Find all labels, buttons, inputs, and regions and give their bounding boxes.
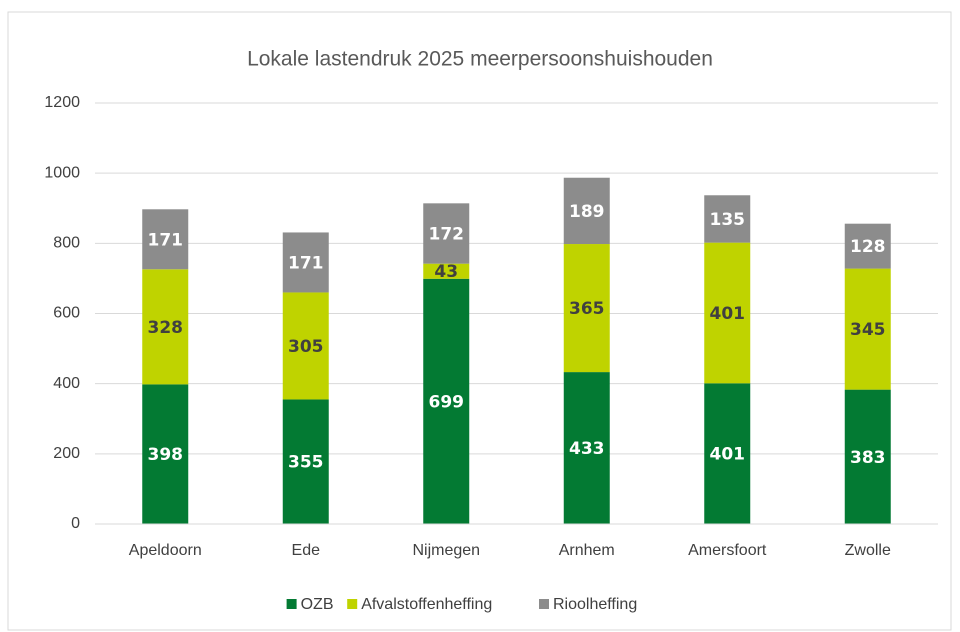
bar-segment	[423, 203, 470, 264]
bar-segment	[844, 389, 891, 524]
data-label: 171	[148, 230, 184, 250]
bar-segment	[142, 269, 189, 385]
data-label: 383	[850, 448, 886, 468]
data-label: 355	[288, 453, 324, 473]
legend-label: Afvalstoffenheffing	[361, 596, 492, 613]
x-tick-label: Ede	[292, 542, 321, 559]
y-tick-label: 1200	[44, 94, 80, 111]
data-label: 128	[850, 237, 886, 257]
data-label: 401	[710, 445, 746, 465]
bar-segment	[282, 292, 329, 400]
data-label: 433	[569, 439, 605, 459]
data-label: 305	[288, 337, 324, 357]
data-label: 328	[148, 318, 184, 338]
data-label: 398	[148, 445, 184, 465]
y-tick-label: 400	[53, 375, 80, 392]
data-label: 345	[850, 320, 886, 340]
y-tick-label: 0	[71, 515, 80, 532]
bar-segment	[704, 383, 751, 524]
bar-segment	[563, 372, 610, 524]
chart-title: Lokale lastendruk 2025 meerpersoonshuish…	[247, 48, 713, 71]
data-label: 135	[710, 210, 746, 230]
y-tick-label: 200	[53, 445, 80, 462]
data-label: 172	[429, 225, 465, 245]
data-label: 365	[569, 299, 605, 319]
y-tick-label: 1000	[44, 164, 80, 181]
bar-segment	[282, 399, 329, 524]
bar-segment	[423, 263, 470, 279]
legend-swatch	[286, 599, 297, 609]
bar-segment	[563, 244, 610, 373]
bar-segment	[844, 223, 891, 269]
data-label: 699	[429, 392, 465, 412]
y-tick-label: 800	[53, 235, 80, 252]
legend-swatch	[347, 599, 358, 609]
legend-swatch	[539, 599, 549, 609]
data-label: 43	[434, 262, 458, 282]
legend-label: Rioolheffing	[553, 596, 637, 613]
data-label: 401	[710, 304, 746, 324]
x-tick-label: Arnhem	[559, 542, 615, 559]
legend-label: OZB	[301, 596, 334, 613]
x-tick-label: Zwolle	[845, 542, 891, 559]
bar-segment	[282, 232, 329, 293]
x-tick-label: Amersfoort	[688, 542, 767, 559]
bar-segment	[142, 384, 189, 524]
bar-segment	[563, 177, 610, 245]
bar-segment	[142, 209, 189, 270]
bar-segment	[704, 242, 751, 384]
y-tick-label: 600	[53, 305, 80, 322]
bar-segment	[844, 268, 891, 390]
x-tick-label: Nijmegen	[412, 542, 480, 559]
data-label: 189	[569, 202, 605, 222]
data-label: 171	[288, 253, 324, 273]
bar-segment	[423, 278, 470, 524]
x-tick-label: Apeldoorn	[129, 542, 202, 559]
bar-segment	[704, 195, 751, 243]
